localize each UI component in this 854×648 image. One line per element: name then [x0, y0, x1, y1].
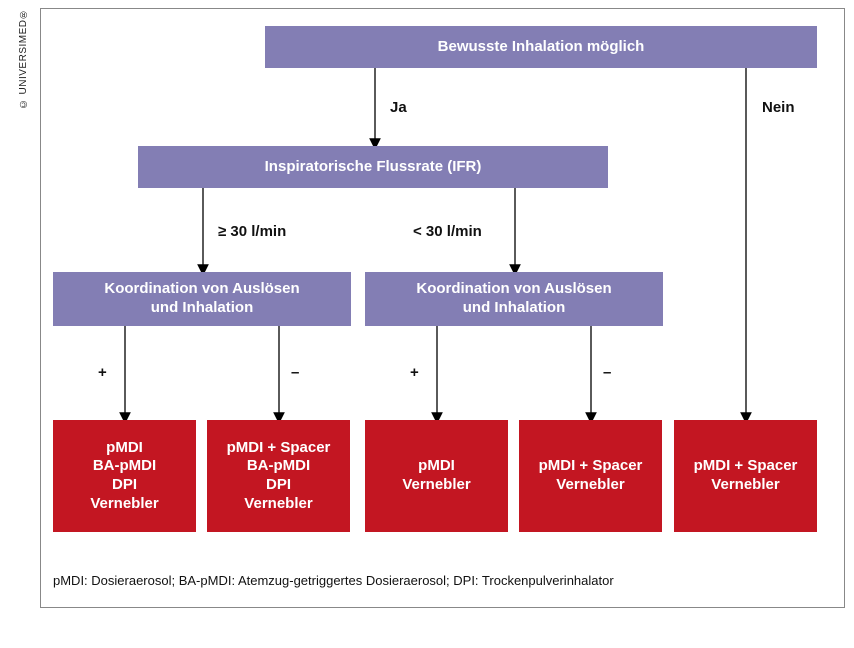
node-r2: pMDI + Spacer BA-pMDI DPI Vernebler — [207, 420, 350, 532]
footnote: pMDI: Dosieraerosol; BA-pMDI: Atemzug-ge… — [53, 573, 614, 588]
edge-label-2: ≥ 30 l/min — [218, 223, 286, 240]
node-r5: pMDI + Spacer Vernebler — [674, 420, 817, 532]
edge-label-7: – — [603, 364, 611, 381]
node-n1: Bewusste Inhalation möglich — [265, 26, 817, 68]
node-r4: pMDI + Spacer Vernebler — [519, 420, 662, 532]
copyright-text: © UNIVERSIMED® — [18, 8, 29, 109]
node-n4: Koordination von Auslösen und Inhalation — [365, 272, 663, 326]
flowchart-canvas: Bewusste Inhalation möglich Inspiratorisc… — [40, 8, 845, 608]
edge-label-3: < 30 l/min — [413, 223, 482, 240]
node-n3: Koordination von Auslösen und Inhalation — [53, 272, 351, 326]
edge-label-6: + — [410, 364, 419, 381]
node-n2: Inspiratorische Flussrate (IFR) — [138, 146, 608, 188]
node-r3: pMDI Vernebler — [365, 420, 508, 532]
edge-label-0: Ja — [390, 99, 407, 116]
edge-label-4: + — [98, 364, 107, 381]
edge-label-5: – — [291, 364, 299, 381]
edge-label-1: Nein — [762, 99, 795, 116]
node-r1: pMDI BA-pMDI DPI Vernebler — [53, 420, 196, 532]
